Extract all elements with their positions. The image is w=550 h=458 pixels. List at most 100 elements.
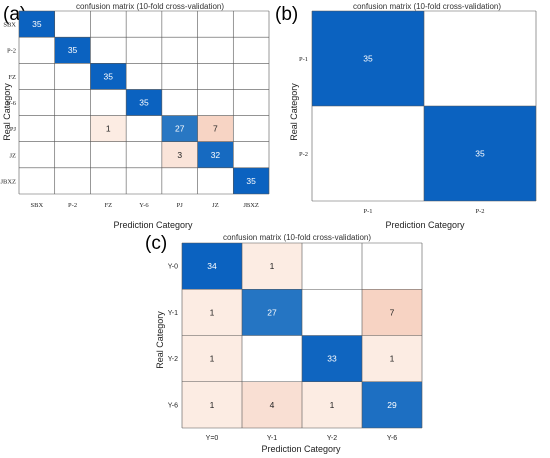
cell-1-1 [424, 106, 536, 201]
cell-4-0 [19, 115, 55, 142]
cell-value-3-1: 4 [270, 400, 275, 410]
panel-b-cells: 35 35 [312, 11, 536, 201]
col-label: SBX [31, 202, 44, 209]
panel-b-row-labels: P-1 P-2 [299, 56, 308, 158]
cell-value-5-4: 3 [177, 150, 182, 160]
cell-2-4 [161, 63, 198, 90]
cell-2-0 [182, 335, 242, 382]
panel-b-xlabel: Prediction Category [385, 220, 465, 230]
col-label: Y-6 [387, 435, 397, 442]
cell-value-3-0: 1 [210, 400, 215, 410]
cell-value-1-3: 7 [390, 307, 395, 317]
cell-2-3 [126, 63, 162, 90]
cell-value-2-2: 33 [327, 354, 337, 364]
panel-a-col-labels: SBX P-2 FZ Y-6 PJ JZ JBXZ [31, 202, 259, 209]
cell-0-6 [233, 11, 269, 38]
cell-5-5 [197, 141, 234, 168]
cell-value-1-1: 35 [68, 45, 78, 55]
panel-c-letter: (c) [145, 233, 167, 254]
cell-4-5 [197, 115, 234, 142]
col-label: JBXZ [243, 202, 259, 209]
cell-value-1-1: 27 [267, 307, 277, 317]
cell-value-5-5: 32 [211, 150, 221, 160]
col-label: Y-6 [139, 202, 149, 209]
col-label: PJ [177, 202, 184, 209]
cell-1-0 [19, 37, 55, 64]
cell-value-2-0: 1 [210, 354, 215, 364]
panel-a-confusion-matrix: (a) confusion matrix (10-fold cross-vali… [0, 2, 270, 230]
cell-6-5 [197, 167, 234, 194]
cell-4-6 [233, 115, 269, 142]
panel-a-title: confusion matrix (10-fold cross-validati… [76, 2, 224, 11]
cell-1-1 [54, 37, 91, 64]
cell-1-4 [161, 37, 198, 64]
cell-0-3 [362, 243, 422, 290]
row-label: JZ [10, 152, 17, 159]
cell-6-3 [126, 167, 162, 194]
panel-b-title: confusion matrix (10-fold cross-validati… [353, 2, 501, 11]
cell-0-4 [161, 11, 198, 38]
cell-3-3 [362, 381, 422, 428]
cell-0-5 [197, 11, 234, 38]
row-label: PJ [10, 126, 17, 133]
row-label: Y-6 [7, 100, 17, 107]
cell-value-3-3: 29 [387, 400, 397, 410]
cell-value-3-2: 1 [330, 400, 335, 410]
cell-2-1 [242, 335, 302, 382]
panel-a-xlabel: Prediction Category [113, 220, 193, 230]
panel-a-gridlines [18, 10, 270, 195]
col-label: Y-1 [267, 435, 277, 442]
row-label: Y-1 [168, 310, 178, 317]
cell-value-0-0: 35 [363, 54, 373, 64]
cell-4-2 [90, 115, 127, 142]
panel-a-cells: 35 35 35 35 1 27 7 3 32 35 [19, 11, 269, 194]
panel-c-gridlines [181, 242, 423, 429]
cell-5-6 [233, 141, 269, 168]
panel-b-gridlines [311, 10, 537, 202]
row-label: P-2 [299, 151, 308, 158]
cell-2-1 [54, 63, 91, 90]
cell-5-2 [90, 141, 127, 168]
cell-3-1 [242, 381, 302, 428]
panel-c-title: confusion matrix (10-fold cross-validati… [223, 233, 371, 242]
cell-1-2 [302, 289, 362, 336]
cell-3-2 [302, 381, 362, 428]
panel-c-cells: 34 1 1 27 7 1 33 1 1 4 1 29 [182, 243, 422, 428]
row-label: SBX [3, 22, 16, 29]
col-label: P-1 [363, 208, 372, 215]
cell-3-2 [90, 89, 127, 116]
cell-6-1 [54, 167, 91, 194]
cell-value-0-1: 1 [270, 261, 275, 271]
cell-0-1 [424, 11, 536, 106]
panel-a-ylabel: Real Category [2, 83, 12, 141]
row-label: P-2 [7, 48, 16, 55]
row-label: Y-6 [168, 402, 178, 409]
cell-value-0-0: 34 [207, 261, 217, 271]
panel-b-letter: (b) [275, 4, 298, 25]
cell-value-6-6: 35 [246, 176, 256, 186]
cell-4-3 [126, 115, 162, 142]
cell-0-2 [302, 243, 362, 290]
cell-5-3 [126, 141, 162, 168]
cell-0-2 [90, 11, 127, 38]
panel-b-col-labels: P-1 P-2 [363, 208, 484, 215]
cell-6-0 [19, 167, 55, 194]
panel-b-ylabel: Real Category [289, 83, 299, 141]
panel-b-confusion-matrix: (b) confusion matrix (10-fold cross-vali… [275, 2, 537, 230]
col-label: P-2 [68, 202, 77, 209]
cell-1-0 [312, 106, 424, 201]
cell-6-4 [161, 167, 198, 194]
panel-c-confusion-matrix: (c) confusion matrix (10-fold cross-vali… [145, 233, 423, 454]
cell-0-1 [242, 243, 302, 290]
cell-1-0 [182, 289, 242, 336]
row-label: Y-2 [168, 356, 178, 363]
row-label: FZ [8, 74, 16, 81]
cell-2-6 [233, 63, 269, 90]
cell-value-2-2: 35 [104, 71, 114, 81]
cell-6-6 [233, 167, 269, 194]
cell-1-3 [362, 289, 422, 336]
cell-value-1-1: 35 [475, 149, 485, 159]
cell-value-4-2: 1 [106, 124, 111, 134]
cell-0-0 [19, 11, 55, 38]
